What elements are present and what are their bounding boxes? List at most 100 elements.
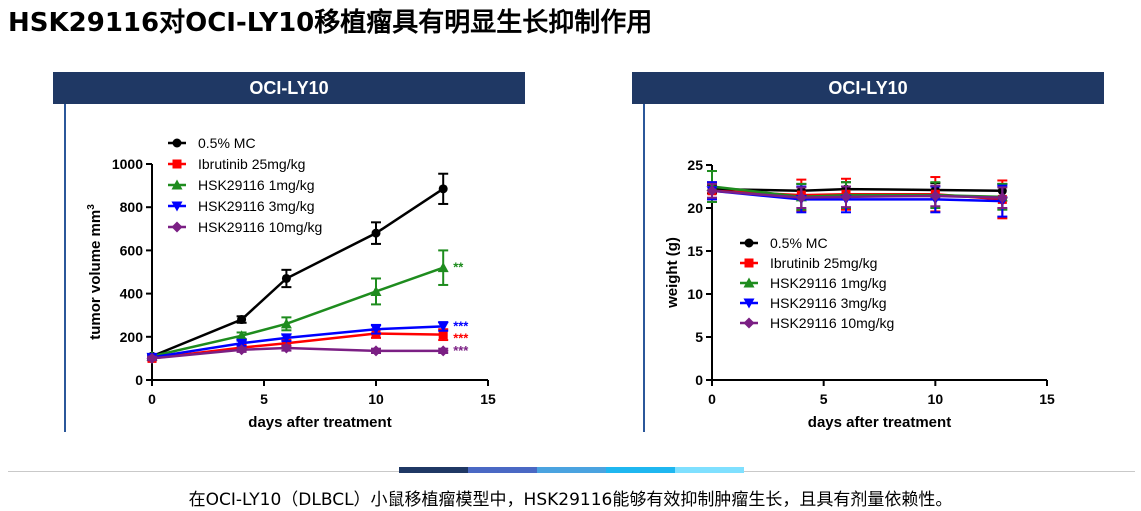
- legend-label: HSK29116 1mg/kg: [770, 275, 886, 291]
- legend-label: Ibrutinib 25mg/kg: [770, 255, 877, 271]
- data-point: [437, 321, 449, 332]
- y-tick-label: 10: [687, 286, 703, 302]
- x-tick-label: 15: [480, 391, 496, 407]
- legend-label: 0.5% MC: [770, 235, 828, 251]
- footer-bar-segment: [468, 467, 537, 473]
- data-point: [795, 192, 807, 204]
- y-tick-label: 20: [687, 200, 703, 216]
- x-axis-label: days after treatment: [808, 414, 951, 431]
- legend-marker: [743, 277, 755, 288]
- legend-marker: [171, 201, 183, 212]
- data-point: [236, 330, 248, 341]
- legend-entry: HSK29116 1mg/kg: [740, 275, 886, 291]
- footer-bar-segment: [606, 467, 675, 473]
- y-tick-label: 15: [687, 243, 703, 259]
- y-axis-label-text: weight (g): [664, 237, 681, 309]
- legend-marker: [171, 221, 183, 233]
- data-point: [706, 185, 718, 197]
- legend-entry: 0.5% MC: [168, 135, 256, 151]
- series-3: **: [146, 249, 464, 361]
- y-tick-label: 0: [695, 372, 703, 388]
- left-panel-title: OCI-LY10: [249, 77, 329, 98]
- legend-entry: Ibrutinib 25mg/kg: [740, 255, 877, 271]
- y-axis-label-text: tumor volume mm: [87, 210, 104, 340]
- y-tick-label: 1000: [112, 156, 143, 172]
- legend-marker: [744, 238, 754, 248]
- data-point: [281, 273, 291, 283]
- data-point: [996, 192, 1008, 204]
- y-tick-label: 5: [695, 329, 703, 345]
- data-point: [146, 352, 158, 364]
- y-tick-label: 0: [135, 372, 143, 388]
- right-panel-title: OCI-LY10: [828, 77, 908, 98]
- data-point: [929, 190, 941, 202]
- data-point: [437, 262, 449, 273]
- legend-marker: [743, 317, 755, 329]
- legend-label: Ibrutinib 25mg/kg: [198, 156, 305, 172]
- significance-label: ***: [453, 331, 469, 346]
- right-panel-header: OCI-LY10: [632, 72, 1104, 104]
- legend-marker: [172, 138, 182, 148]
- x-tick-label: 5: [820, 391, 828, 407]
- y-tick-label: 800: [120, 199, 144, 215]
- significance-label: **: [453, 260, 464, 275]
- data-point: [437, 345, 449, 357]
- legend-entry: HSK29116 1mg/kg: [168, 177, 314, 193]
- x-tick-label: 5: [260, 391, 268, 407]
- data-point: [237, 315, 247, 325]
- page-title: HSK29116对OCI-LY10移植瘤具有明显生长抑制作用: [8, 8, 653, 38]
- legend-marker: [172, 159, 182, 169]
- legend-marker: [744, 258, 754, 268]
- chart-body-weight: 0 5 10 15 20 25 0 5 10 15 days after treatment weig…: [664, 157, 1055, 431]
- data-point: [370, 285, 382, 296]
- x-tick-label: 10: [928, 391, 944, 407]
- footer-bar-segment: [399, 467, 468, 473]
- legend-entry: HSK29116 3mg/kg: [740, 295, 886, 311]
- caption: 在OCI-LY10（DLBCL）小鼠移植瘤模型中，HSK29116能够有效抑制肿…: [188, 490, 953, 510]
- legend-marker: [743, 298, 755, 309]
- legend-entry: HSK29116 3mg/kg: [168, 198, 314, 214]
- data-point: [438, 184, 448, 194]
- legend-label: HSK29116 3mg/kg: [198, 198, 314, 214]
- data-point: [280, 342, 292, 354]
- x-tick-label: 10: [368, 391, 384, 407]
- y-tick-label: 600: [120, 242, 144, 258]
- significance-label: ***: [453, 318, 469, 333]
- y-axis-label: tumor volume mm3: [86, 204, 104, 340]
- legend-label: HSK29116 1mg/kg: [198, 177, 314, 193]
- data-point: [371, 228, 381, 238]
- y-axis-label: weight (g): [664, 237, 681, 309]
- legend-entry: HSK29116 10mg/kg: [168, 219, 322, 235]
- legend-marker: [171, 179, 183, 190]
- series-5: [706, 182, 1008, 209]
- left-panel-header: OCI-LY10: [53, 72, 525, 104]
- data-point: [236, 344, 248, 356]
- y-axis-label-superscript: 3: [86, 204, 97, 210]
- y-tick-label: 400: [120, 286, 144, 302]
- y-tick-label: 200: [120, 329, 144, 345]
- series-4: [706, 181, 1008, 218]
- footer-bar-segment: [675, 467, 744, 473]
- legend-entry: Ibrutinib 25mg/kg: [168, 156, 305, 172]
- x-tick-label: 0: [708, 391, 716, 407]
- data-point: [280, 333, 292, 344]
- legend-entry: 0.5% MC: [740, 235, 828, 251]
- data-point: [370, 324, 382, 335]
- data-point: [438, 330, 448, 340]
- x-tick-label: 15: [1039, 391, 1055, 407]
- legend-label: HSK29116 10mg/kg: [198, 219, 322, 235]
- data-point: [236, 338, 248, 349]
- data-point: [840, 191, 852, 203]
- legend-label: HSK29116 3mg/kg: [770, 295, 886, 311]
- chart-tumor-volume: 0 200 400 600 800 1000 0 5 10 15 days after treatm…: [86, 135, 496, 431]
- series-5: ***: [146, 342, 469, 364]
- right-panel-rule: [643, 104, 645, 432]
- data-point: [280, 318, 292, 329]
- x-axis-label: days after treatment: [248, 414, 391, 431]
- legend-label: HSK29116 10mg/kg: [770, 315, 894, 331]
- y-tick-label: 25: [687, 157, 703, 173]
- legend-label: 0.5% MC: [198, 135, 256, 151]
- legend-entry: HSK29116 10mg/kg: [740, 315, 894, 331]
- x-tick-label: 0: [148, 391, 156, 407]
